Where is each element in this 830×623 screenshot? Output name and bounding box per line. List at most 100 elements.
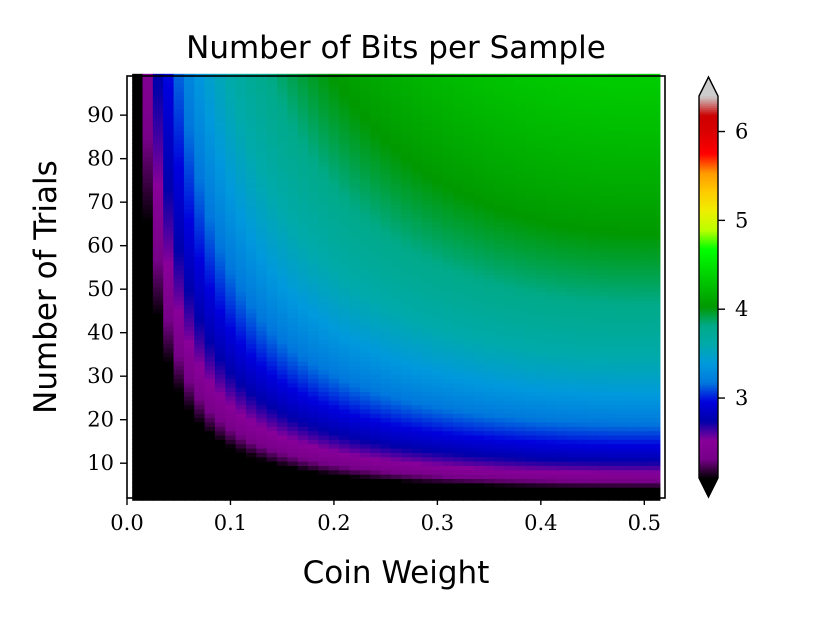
heatmap-cell — [473, 234, 485, 240]
heatmap-cell — [142, 339, 154, 345]
heatmap-cell — [349, 156, 361, 162]
heatmap-cell — [473, 295, 485, 301]
heatmap-cell — [452, 130, 464, 136]
heatmap-cell — [194, 434, 206, 440]
heatmap-cell — [380, 139, 392, 145]
heatmap-cell — [297, 308, 309, 314]
heatmap-cell — [597, 208, 609, 214]
heatmap-cell — [152, 165, 164, 171]
heatmap-cell — [463, 400, 475, 406]
heatmap-cell — [132, 191, 144, 197]
heatmap-cell — [432, 195, 444, 201]
heatmap-cell — [173, 252, 185, 258]
heatmap-cell — [442, 108, 454, 114]
heatmap-cell — [608, 400, 620, 406]
heatmap-cell — [649, 152, 661, 158]
heatmap-cell — [152, 474, 164, 480]
heatmap-cell — [432, 478, 444, 484]
heatmap-cell — [277, 378, 288, 384]
heatmap-cell — [214, 339, 226, 345]
heatmap-cell — [287, 78, 299, 84]
heatmap-cell — [577, 461, 589, 466]
heatmap-cell — [256, 330, 268, 336]
heatmap-cell — [577, 382, 589, 388]
heatmap-cell — [339, 226, 351, 232]
heatmap-cell — [514, 317, 526, 323]
heatmap-cell — [483, 474, 495, 480]
heatmap-cell — [132, 482, 144, 488]
heatmap-cell — [183, 487, 195, 493]
heatmap-cell — [318, 461, 330, 466]
heatmap-cell — [463, 347, 475, 353]
heatmap-cell — [163, 213, 175, 218]
heatmap-cell — [142, 308, 154, 314]
heatmap-cell — [152, 278, 164, 284]
heatmap-cell — [214, 487, 226, 493]
heatmap-cell — [525, 378, 537, 384]
heatmap-cell — [308, 217, 320, 223]
heatmap-cell — [152, 352, 164, 358]
heatmap-cell — [421, 95, 433, 101]
heatmap-cell — [297, 86, 309, 92]
heatmap-cell — [421, 234, 433, 240]
heatmap-cell — [535, 474, 547, 480]
heatmap-cell — [359, 487, 371, 493]
heatmap-cell — [401, 213, 413, 218]
heatmap-cell — [235, 378, 247, 384]
heatmap-cell — [535, 243, 547, 249]
heatmap-cell — [380, 256, 392, 262]
heatmap-cell — [432, 208, 444, 214]
heatmap-cell — [577, 152, 589, 158]
heatmap-cell — [266, 243, 278, 249]
heatmap-cell — [225, 395, 237, 401]
heatmap-cell — [483, 426, 495, 432]
heatmap-cell — [483, 108, 495, 114]
heatmap-cell — [494, 434, 506, 440]
heatmap-cell — [390, 347, 402, 353]
heatmap-cell — [432, 313, 444, 319]
heatmap-cell — [349, 491, 361, 497]
heatmap-cell — [411, 456, 423, 462]
heatmap-cell — [277, 247, 288, 253]
heatmap-cell — [318, 199, 330, 205]
heatmap-cell — [225, 452, 237, 458]
heatmap-cell — [359, 391, 371, 397]
heatmap-cell — [514, 369, 526, 375]
heatmap-cell — [349, 334, 361, 340]
heatmap-cell — [152, 291, 164, 297]
heatmap-cell — [339, 447, 351, 453]
heatmap-cell — [421, 313, 433, 319]
heatmap-cell — [349, 365, 361, 371]
heatmap-cell — [463, 339, 475, 345]
heatmap-cell — [483, 347, 495, 353]
heatmap-cell — [349, 95, 361, 101]
heatmap-cell — [452, 395, 464, 401]
heatmap-cell — [628, 304, 640, 310]
heatmap-cell — [380, 304, 392, 310]
heatmap-cell — [277, 482, 288, 488]
heatmap-cell — [618, 282, 630, 288]
heatmap-cell — [287, 434, 299, 440]
heatmap-cell — [318, 430, 330, 436]
heatmap-cell — [442, 413, 454, 419]
heatmap-cell — [597, 469, 609, 475]
heatmap-cell — [277, 330, 288, 336]
heatmap-cell — [483, 160, 495, 166]
heatmap-cell — [390, 365, 402, 371]
heatmap-cell — [370, 147, 382, 153]
heatmap-cell — [525, 204, 537, 210]
heatmap-cell — [421, 413, 433, 419]
heatmap-cell — [566, 99, 578, 105]
heatmap-cell — [359, 178, 371, 184]
heatmap-cell — [297, 95, 309, 101]
heatmap-cell — [370, 86, 382, 92]
heatmap-cell — [235, 421, 247, 427]
heatmap-cell — [421, 169, 433, 175]
heatmap-cell — [556, 387, 568, 393]
heatmap-cell — [546, 352, 557, 358]
heatmap-cell — [370, 369, 382, 375]
heatmap-cell — [266, 121, 278, 127]
heatmap-cell — [370, 395, 382, 401]
heatmap-cell — [318, 434, 330, 440]
heatmap-cell — [308, 121, 320, 127]
